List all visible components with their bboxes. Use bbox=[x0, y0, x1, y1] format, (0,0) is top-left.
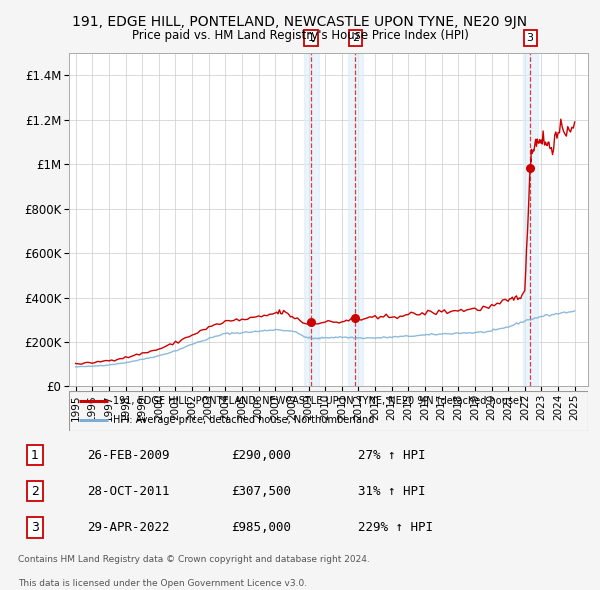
Text: 26-FEB-2009: 26-FEB-2009 bbox=[87, 448, 169, 461]
Text: HPI: Average price, detached house, Northumberland: HPI: Average price, detached house, Nort… bbox=[113, 415, 374, 425]
Text: 28-OCT-2011: 28-OCT-2011 bbox=[87, 484, 169, 498]
Text: £290,000: £290,000 bbox=[231, 448, 291, 461]
Text: 3: 3 bbox=[527, 33, 533, 43]
Text: 3: 3 bbox=[31, 521, 39, 534]
Text: 2: 2 bbox=[31, 484, 39, 498]
Text: £985,000: £985,000 bbox=[231, 521, 291, 534]
Text: Contains HM Land Registry data © Crown copyright and database right 2024.: Contains HM Land Registry data © Crown c… bbox=[18, 555, 370, 563]
Text: 27% ↑ HPI: 27% ↑ HPI bbox=[358, 448, 425, 461]
Text: £307,500: £307,500 bbox=[231, 484, 291, 498]
Text: 1: 1 bbox=[31, 448, 39, 461]
Text: This data is licensed under the Open Government Licence v3.0.: This data is licensed under the Open Gov… bbox=[18, 579, 307, 588]
Text: 229% ↑ HPI: 229% ↑ HPI bbox=[358, 521, 433, 534]
Text: Price paid vs. HM Land Registry's House Price Index (HPI): Price paid vs. HM Land Registry's House … bbox=[131, 30, 469, 42]
Text: 1: 1 bbox=[308, 33, 314, 43]
Bar bbox=[348, 53, 363, 386]
Bar bbox=[304, 53, 319, 386]
Text: 29-APR-2022: 29-APR-2022 bbox=[87, 521, 169, 534]
Text: 2: 2 bbox=[352, 33, 359, 43]
Bar bbox=[523, 53, 538, 386]
Text: 191, EDGE HILL, PONTELAND, NEWCASTLE UPON TYNE, NE20 9JN (detached house): 191, EDGE HILL, PONTELAND, NEWCASTLE UPO… bbox=[113, 396, 523, 407]
Text: 191, EDGE HILL, PONTELAND, NEWCASTLE UPON TYNE, NE20 9JN: 191, EDGE HILL, PONTELAND, NEWCASTLE UPO… bbox=[73, 15, 527, 29]
Text: 31% ↑ HPI: 31% ↑ HPI bbox=[358, 484, 425, 498]
